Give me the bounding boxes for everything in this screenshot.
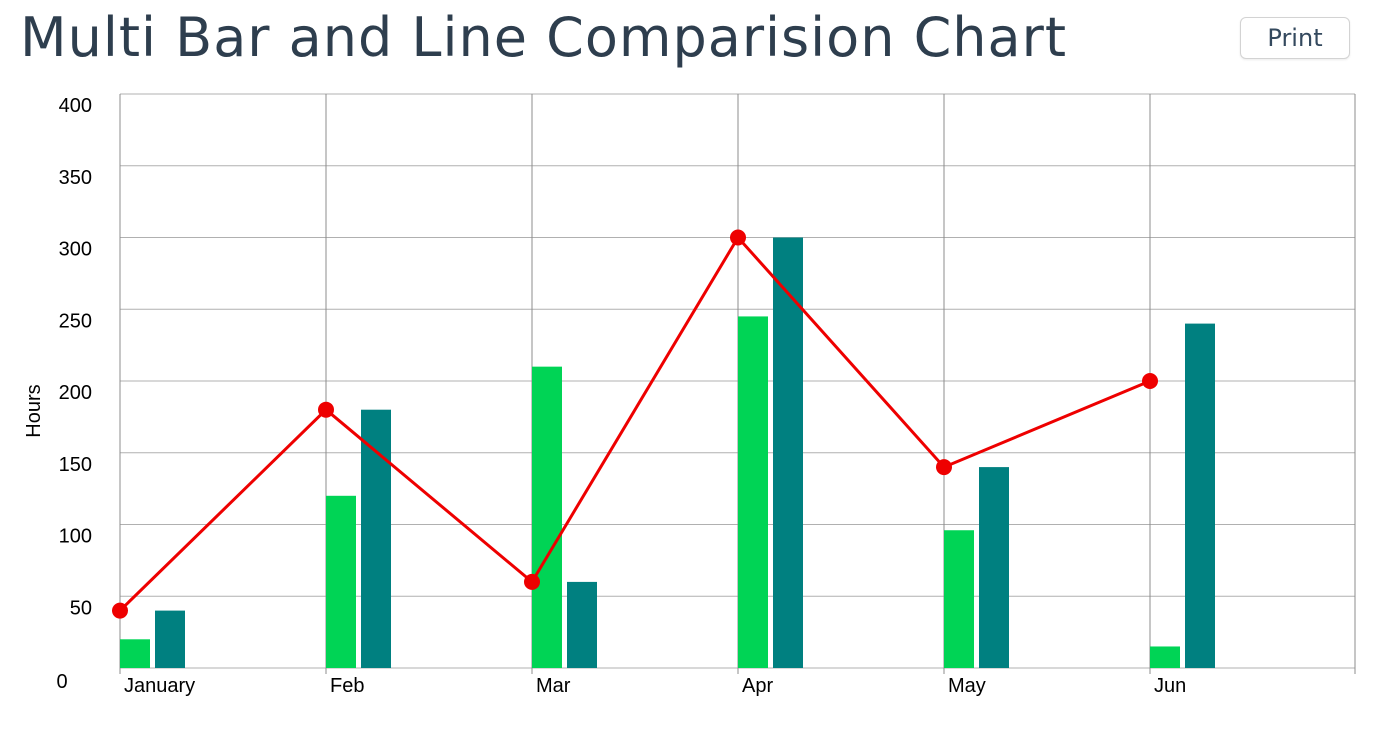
bar — [120, 639, 150, 668]
y-tick-label: 150 — [59, 454, 92, 476]
print-button[interactable]: Print — [1240, 17, 1350, 59]
bar — [944, 530, 974, 668]
bar — [738, 316, 768, 668]
line-point — [524, 573, 540, 590]
bar — [979, 467, 1009, 668]
x-tick-label: Mar — [536, 675, 571, 697]
chart-bars — [120, 237, 1215, 668]
y-tick-label: 0 — [56, 671, 67, 693]
x-tick-label: Jun — [1154, 675, 1186, 697]
y-tick-label: 400 — [59, 95, 92, 117]
bar — [1150, 646, 1180, 668]
bar — [773, 237, 803, 668]
chart-grid — [119, 93, 1356, 674]
line-point — [112, 602, 128, 619]
x-tick-label: Apr — [742, 675, 773, 697]
x-tick-label: January — [124, 675, 195, 697]
bar — [1185, 323, 1215, 668]
y-tick-label: 350 — [59, 167, 92, 189]
x-tick-label: May — [948, 675, 986, 697]
y-tick-label: 300 — [59, 239, 92, 261]
y-tick-label: 200 — [59, 382, 92, 404]
chart-line-series — [112, 229, 1158, 619]
bar — [361, 409, 391, 668]
y-axis-title: Hours — [23, 384, 45, 437]
line-point — [936, 459, 952, 476]
page-title: Multi Bar and Line Comparision Chart — [20, 6, 1067, 69]
y-tick-label: 250 — [59, 310, 92, 332]
line-point — [730, 229, 746, 246]
line-point — [1142, 373, 1158, 389]
line-series-path — [118, 234, 1151, 612]
line-point — [318, 401, 334, 418]
x-tick-label: Feb — [330, 675, 364, 697]
y-tick-label: 50 — [70, 597, 92, 619]
bar — [567, 581, 597, 668]
y-axis-ticks: 0 50 100 150 200 250 300 350 400 — [56, 95, 92, 693]
bar — [155, 610, 185, 668]
bar — [326, 495, 356, 668]
x-axis-ticks: January Feb Mar Apr May Jun — [124, 675, 1186, 697]
bar — [532, 366, 562, 668]
y-tick-label: 100 — [59, 526, 92, 548]
